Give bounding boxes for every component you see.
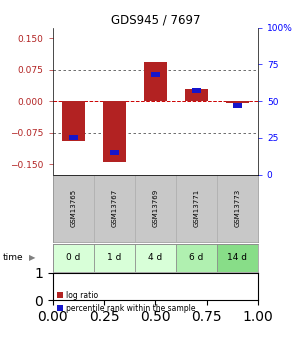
Bar [185, 89, 207, 101]
Text: GSM13769: GSM13769 [152, 189, 158, 227]
Text: 1 d: 1 d [107, 253, 122, 262]
Text: time: time [3, 253, 23, 262]
Bar [69, 135, 78, 140]
Bar [62, 101, 84, 141]
Legend: log ratio, percentile rank within the sample: log ratio, percentile rank within the sa… [57, 291, 195, 313]
Bar [53, 244, 94, 272]
Bar [192, 88, 201, 93]
Bar [94, 244, 135, 272]
Bar [135, 244, 176, 272]
Text: GSM13767: GSM13767 [111, 189, 117, 227]
Text: GSM13773: GSM13773 [234, 189, 240, 227]
Text: 6 d: 6 d [189, 253, 204, 262]
Bar [176, 244, 217, 272]
Bar [103, 101, 125, 162]
Text: GSM13771: GSM13771 [193, 189, 199, 227]
Text: 14 d: 14 d [227, 253, 247, 262]
Bar [217, 244, 258, 272]
Text: 4 d: 4 d [148, 253, 162, 262]
Text: GSM13765: GSM13765 [70, 189, 76, 227]
Bar [151, 72, 160, 77]
Bar [110, 150, 119, 155]
Text: 0 d: 0 d [66, 253, 81, 262]
Text: ▶: ▶ [29, 253, 36, 262]
Title: GDS945 / 7697: GDS945 / 7697 [110, 13, 200, 27]
Bar [226, 101, 248, 103]
Bar [144, 62, 166, 101]
Bar [233, 103, 242, 108]
